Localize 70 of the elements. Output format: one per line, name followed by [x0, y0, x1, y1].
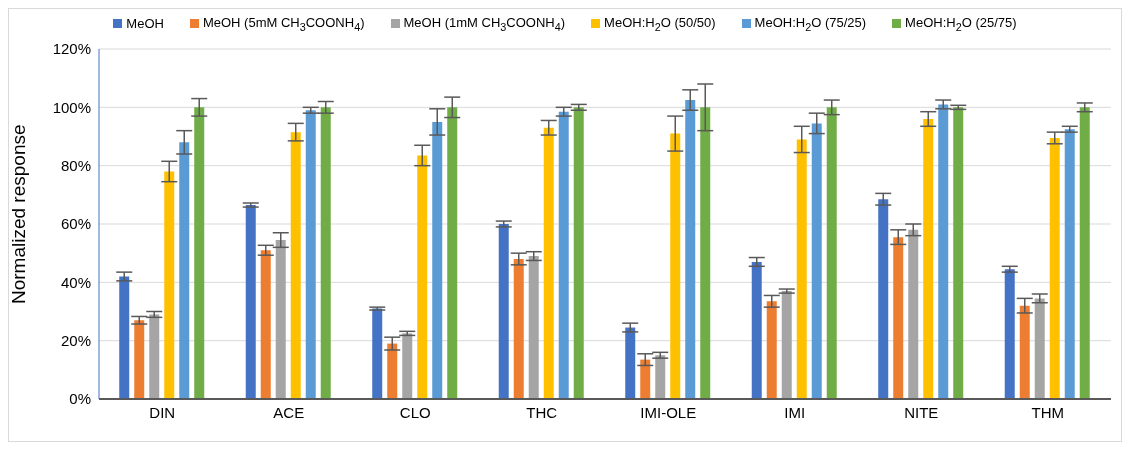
y-tick-label: 120%	[52, 39, 91, 57]
legend-label: MeOH (1mM CH$_{3}$COONH$_{4}$)	[403, 15, 566, 33]
bar	[528, 255, 539, 399]
bar	[387, 343, 398, 399]
bar	[878, 198, 889, 399]
x-tick-label: THC	[526, 403, 558, 421]
y-tick-label: 100%	[52, 98, 91, 116]
y-tick-label: 40%	[60, 273, 91, 291]
legend-label: MeOH:H$_{2}$O (25/75)	[905, 15, 1017, 33]
bar	[320, 106, 331, 399]
bar	[893, 236, 904, 399]
bar	[766, 300, 777, 399]
bar	[260, 249, 271, 399]
y-tick-label: 80%	[60, 156, 91, 174]
bar	[134, 319, 145, 399]
bar	[402, 332, 413, 399]
bar	[781, 290, 792, 399]
bar	[372, 308, 383, 399]
bar	[245, 204, 256, 399]
bar	[275, 239, 286, 399]
x-tick-label: CLO	[399, 403, 431, 421]
legend-label: MeOH (5mM CH$_{3}$COONH$_{4}$)	[202, 15, 365, 33]
bar	[1064, 128, 1075, 399]
bar	[417, 155, 428, 399]
bar	[640, 359, 651, 399]
bar	[558, 111, 569, 399]
bar	[1019, 305, 1030, 399]
bar	[513, 258, 524, 399]
x-tick-label: IMI	[784, 403, 806, 421]
x-tick-label: DIN	[149, 403, 176, 421]
bar	[938, 104, 949, 399]
bar	[826, 106, 837, 399]
legend-label: MeOH:H$_{2}$O (75/25)	[754, 15, 867, 33]
bar	[811, 122, 822, 399]
bar	[149, 314, 160, 399]
bar	[655, 354, 666, 399]
bar	[700, 106, 711, 399]
bar	[1049, 137, 1060, 399]
bar	[432, 121, 443, 399]
bar	[1034, 297, 1045, 399]
bar	[543, 127, 554, 399]
bar	[119, 276, 130, 399]
bar	[179, 141, 190, 399]
bar	[685, 99, 696, 399]
bar	[953, 106, 964, 399]
x-tick-label: IMI-OLE	[640, 403, 697, 421]
bar	[290, 131, 301, 399]
bar	[670, 133, 681, 399]
bar	[908, 229, 919, 399]
y-tick-label: 60%	[60, 214, 91, 232]
x-tick-label: NITE	[904, 403, 939, 421]
bar	[1079, 106, 1090, 399]
bar	[447, 106, 458, 399]
x-tick-label: THM	[1031, 403, 1064, 421]
x-tick-label: ACE	[273, 403, 305, 421]
bar	[923, 118, 934, 399]
y-axis-title: Normalized response	[7, 124, 29, 304]
bar	[498, 223, 509, 399]
bar	[751, 261, 762, 399]
legend-label: MeOH:H$_{2}$O (50/50)	[604, 15, 716, 33]
y-tick-label: 0%	[69, 389, 91, 407]
bar	[573, 106, 584, 399]
bar	[194, 106, 205, 399]
legend-label: MeOH	[126, 16, 164, 32]
y-tick-label: 20%	[60, 331, 91, 349]
bar	[625, 327, 636, 399]
bar	[164, 171, 175, 399]
bar	[1004, 268, 1015, 399]
bar	[796, 139, 807, 399]
bar	[305, 109, 316, 399]
